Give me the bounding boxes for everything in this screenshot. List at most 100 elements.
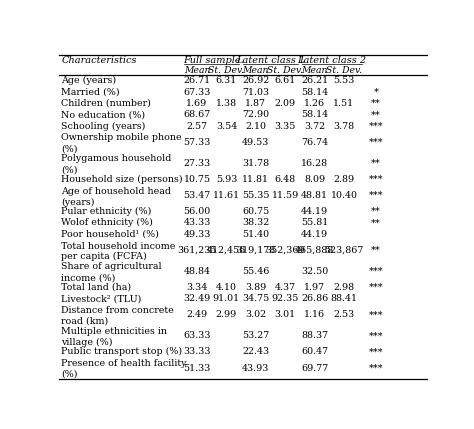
Text: 11.59: 11.59 — [272, 191, 299, 200]
Text: Share of agricultural
income (%): Share of agricultural income (%) — [61, 263, 162, 282]
Text: 91.01: 91.01 — [213, 294, 240, 303]
Text: Schooling (years): Schooling (years) — [61, 121, 146, 131]
Text: Latent class 1: Latent class 1 — [236, 56, 305, 65]
Text: 1.69: 1.69 — [186, 99, 208, 108]
Text: 1.87: 1.87 — [245, 99, 266, 108]
Text: 523,867: 523,867 — [324, 246, 364, 255]
Text: 2.09: 2.09 — [274, 99, 296, 108]
Text: 32.49: 32.49 — [183, 294, 210, 303]
Text: 2.53: 2.53 — [333, 310, 355, 319]
Text: 2.49: 2.49 — [186, 310, 208, 319]
Text: 10.40: 10.40 — [330, 191, 357, 200]
Text: ***: *** — [369, 283, 383, 292]
Text: Wolof ethnicity (%): Wolof ethnicity (%) — [61, 218, 153, 227]
Text: **: ** — [371, 110, 381, 119]
Text: 2.10: 2.10 — [245, 121, 266, 130]
Text: 27.33: 27.33 — [183, 159, 210, 168]
Text: 31.78: 31.78 — [242, 159, 269, 168]
Text: 319,178: 319,178 — [236, 246, 275, 255]
Text: 1.38: 1.38 — [216, 99, 237, 108]
Text: 58.14: 58.14 — [301, 110, 328, 119]
Text: 412,456: 412,456 — [207, 246, 246, 255]
Text: 3.72: 3.72 — [304, 121, 325, 130]
Text: 11.61: 11.61 — [213, 191, 240, 200]
Text: 26.86: 26.86 — [301, 294, 328, 303]
Text: 76.74: 76.74 — [301, 138, 328, 147]
Text: 48.84: 48.84 — [183, 267, 210, 276]
Text: Children (number): Children (number) — [61, 99, 151, 108]
Text: Pular ethnicity (%): Pular ethnicity (%) — [61, 207, 152, 216]
Text: 63.33: 63.33 — [183, 331, 211, 340]
Text: 361,235: 361,235 — [177, 246, 217, 255]
Text: Characteristics: Characteristics — [62, 56, 137, 65]
Text: Latent class 2: Latent class 2 — [298, 56, 366, 65]
Text: ***: *** — [369, 138, 383, 147]
Text: 49.33: 49.33 — [183, 230, 211, 239]
Text: ***: *** — [369, 363, 383, 372]
Text: 51.40: 51.40 — [242, 230, 269, 239]
Text: 1.16: 1.16 — [304, 310, 325, 319]
Text: 43.93: 43.93 — [242, 363, 270, 372]
Text: St. Dev.: St. Dev. — [267, 66, 303, 75]
Text: 6.48: 6.48 — [274, 175, 296, 184]
Text: 60.47: 60.47 — [301, 347, 328, 356]
Text: Mean: Mean — [243, 66, 269, 75]
Text: 26.71: 26.71 — [183, 76, 210, 85]
Text: 67.33: 67.33 — [183, 88, 211, 97]
Text: 33.33: 33.33 — [183, 347, 211, 356]
Text: 48.81: 48.81 — [301, 191, 328, 200]
Text: 4.37: 4.37 — [274, 283, 296, 292]
Text: Polygamous household
(%): Polygamous household (%) — [61, 154, 172, 174]
Text: Mean: Mean — [301, 66, 328, 75]
Text: 2.89: 2.89 — [333, 175, 355, 184]
Text: No education (%): No education (%) — [61, 110, 145, 119]
Text: Total household income
per capita (FCFA): Total household income per capita (FCFA) — [61, 242, 175, 261]
Text: 32.50: 32.50 — [301, 267, 328, 276]
Text: Married (%): Married (%) — [61, 88, 120, 97]
Text: 44.19: 44.19 — [301, 207, 328, 216]
Text: Full sample: Full sample — [183, 56, 240, 65]
Text: ***: *** — [369, 310, 383, 319]
Text: **: ** — [371, 246, 381, 255]
Text: 58.14: 58.14 — [301, 88, 328, 97]
Text: 10.75: 10.75 — [183, 175, 210, 184]
Text: Poor household¹ (%): Poor household¹ (%) — [61, 230, 159, 239]
Text: 57.33: 57.33 — [183, 138, 211, 147]
Text: 53.27: 53.27 — [242, 331, 269, 340]
Text: 55.35: 55.35 — [242, 191, 270, 200]
Text: Livestock² (TLU): Livestock² (TLU) — [61, 294, 141, 303]
Text: Age of household head
(years): Age of household head (years) — [61, 187, 171, 206]
Text: 72.90: 72.90 — [242, 110, 269, 119]
Text: 3.01: 3.01 — [274, 310, 296, 319]
Text: 2.99: 2.99 — [216, 310, 237, 319]
Text: 71.03: 71.03 — [242, 88, 269, 97]
Text: ***: *** — [369, 175, 383, 184]
Text: 55.46: 55.46 — [242, 267, 270, 276]
Text: Multiple ethnicities in
village (%): Multiple ethnicities in village (%) — [61, 327, 167, 347]
Text: ***: *** — [369, 347, 383, 356]
Text: **: ** — [371, 99, 381, 108]
Text: 55.81: 55.81 — [301, 218, 328, 227]
Text: 43.33: 43.33 — [183, 218, 211, 227]
Text: 3.89: 3.89 — [245, 283, 266, 292]
Text: ***: *** — [369, 121, 383, 130]
Text: 3.78: 3.78 — [333, 121, 355, 130]
Text: 44.19: 44.19 — [301, 230, 328, 239]
Text: **: ** — [371, 218, 381, 227]
Text: 4.10: 4.10 — [216, 283, 237, 292]
Text: 26.21: 26.21 — [301, 76, 328, 85]
Text: **: ** — [371, 207, 381, 216]
Text: 34.75: 34.75 — [242, 294, 269, 303]
Text: Distance from concrete
road (km): Distance from concrete road (km) — [61, 306, 174, 326]
Text: ***: *** — [369, 191, 383, 200]
Text: 1.26: 1.26 — [304, 99, 325, 108]
Text: Presence of health facility
(%): Presence of health facility (%) — [61, 359, 187, 379]
Text: 88.37: 88.37 — [301, 331, 328, 340]
Text: 465,888: 465,888 — [295, 246, 334, 255]
Text: 53.47: 53.47 — [183, 191, 210, 200]
Text: 68.67: 68.67 — [183, 110, 210, 119]
Text: 2.57: 2.57 — [186, 121, 208, 130]
Text: 51.33: 51.33 — [183, 363, 211, 372]
Text: Total land (ha): Total land (ha) — [61, 283, 131, 292]
Text: 56.00: 56.00 — [183, 207, 210, 216]
